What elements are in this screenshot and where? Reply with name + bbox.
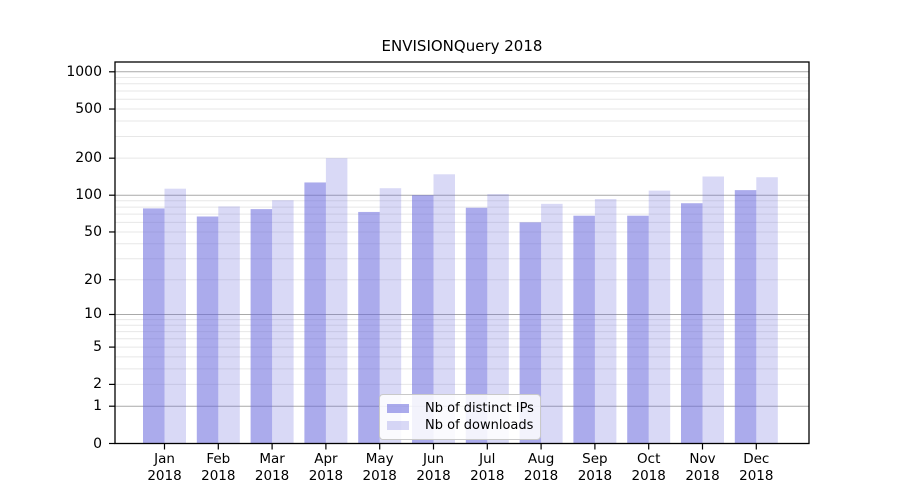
x-tick-label-line: 2018 [523, 468, 559, 484]
bar-nb-of-distinct-ips-dec-2018 [734, 190, 757, 444]
y-tick-label-500: 500 [75, 101, 102, 118]
bar-nb-of-downloads-nov-2018 [702, 176, 724, 444]
legend-label-distinct-ips: Nb of distinct IPs [425, 401, 534, 416]
x-tick-label-feb-2018: Feb 2018 [186, 451, 250, 485]
chart-title: ENVISIONQuery 2018 [381, 37, 543, 55]
x-tick-label-sep-2018: Sep 2018 [563, 451, 627, 485]
bar-nb-of-distinct-ips-aug-2018 [519, 222, 542, 444]
x-tick-label-line: Jun [422, 451, 445, 467]
x-tick-label-line: Sep [582, 451, 608, 467]
bar-nb-of-downloads-aug-2018 [541, 203, 563, 444]
x-tick-label-line: Dec [743, 451, 770, 467]
bar-nb-of-downloads-feb-2018 [218, 206, 240, 444]
x-tick-label-line: Aug [527, 451, 555, 467]
bar-nb-of-distinct-ips-mar-2018 [250, 209, 273, 444]
bar-nb-of-distinct-ips-jan-2018 [143, 208, 165, 444]
y-tick-label-5: 5 [93, 339, 102, 356]
y-tick-label-20: 20 [84, 271, 102, 288]
x-tick-label-line: 2018 [739, 468, 774, 484]
bar-nb-of-downloads-mar-2018 [272, 200, 294, 444]
x-tick-label-line: 2018 [308, 468, 344, 484]
bar-nb-of-downloads-jun-2018 [433, 174, 455, 444]
y-tick-label-1000: 1000 [66, 63, 102, 80]
bar-nb-of-distinct-ips-apr-2018 [304, 182, 326, 444]
legend-label-downloads: Nb of downloads [425, 418, 534, 433]
x-tick-label-line: 2018 [201, 468, 236, 484]
bar-nb-of-distinct-ips-sep-2018 [573, 215, 595, 444]
y-tick-label-100: 100 [75, 187, 102, 204]
bar-nb-of-downloads-jul-2018 [487, 194, 509, 444]
x-tick-label-apr-2018: Apr 2018 [294, 451, 358, 485]
x-tick-label-oct-2018: Oct 2018 [617, 451, 681, 485]
x-tick-label-line: 2018 [416, 468, 451, 484]
x-tick-label-jul-2018: Jul 2018 [455, 451, 519, 485]
legend-item-downloads: Nb of downloads [387, 418, 534, 433]
x-tick-label-line: Jan [154, 451, 175, 467]
x-tick-label-line: Oct [637, 451, 661, 467]
y-tick-label-10: 10 [84, 306, 102, 323]
y-tick-label-2: 2 [93, 376, 102, 393]
bar-nb-of-downloads-sep-2018 [594, 199, 617, 444]
bar-nb-of-distinct-ips-jun-2018 [412, 195, 434, 444]
x-tick-label-may-2018: May 2018 [348, 451, 412, 485]
legend-item-distinct-ips: Nb of distinct IPs [387, 401, 534, 416]
plot-border [114, 61, 810, 445]
x-tick-label-line: 2018 [362, 468, 397, 484]
x-tick-label-line: May [365, 451, 394, 467]
x-tick-label-jun-2018: Jun 2018 [402, 451, 466, 485]
x-tick-label-line: Nov [689, 451, 716, 467]
x-tick-label-line: 2018 [631, 468, 666, 484]
bar-nb-of-downloads-oct-2018 [648, 190, 671, 444]
x-tick-label-line: Apr [314, 451, 338, 467]
bar-nb-of-distinct-ips-jul-2018 [465, 207, 488, 444]
x-tick-label-line: Mar [259, 451, 285, 467]
bar-nb-of-downloads-apr-2018 [325, 158, 348, 444]
x-tick-label-aug-2018: Aug 2018 [509, 451, 573, 485]
x-tick-label-line: 2018 [147, 468, 182, 484]
x-tick-label-line: 2018 [254, 468, 290, 484]
x-tick-label-line: Jul [479, 451, 496, 467]
legend: Nb of distinct IPs Nb of downloads [379, 394, 541, 440]
x-tick-label-line: 2018 [685, 468, 720, 484]
x-tick-label-line: 2018 [470, 468, 505, 484]
x-tick-label-line: 2018 [577, 468, 613, 484]
legend-swatch-distinct-ips [387, 404, 409, 413]
y-tick-label-1: 1 [93, 398, 102, 415]
bar-nb-of-downloads-jan-2018 [164, 188, 186, 444]
x-tick-label-mar-2018: Mar 2018 [240, 451, 304, 485]
x-tick-label-dec-2018: Dec 2018 [724, 451, 788, 485]
bar-nb-of-distinct-ips-feb-2018 [196, 216, 219, 444]
legend-swatch-downloads [387, 421, 409, 430]
bar-nb-of-distinct-ips-nov-2018 [681, 203, 703, 444]
x-tick-label-line: Feb [206, 451, 231, 467]
bar-nb-of-distinct-ips-oct-2018 [627, 215, 649, 444]
bar-nb-of-downloads-may-2018 [379, 188, 402, 444]
bar-nb-of-distinct-ips-may-2018 [358, 211, 380, 444]
y-tick-label-50: 50 [84, 223, 102, 240]
x-tick-label-nov-2018: Nov 2018 [671, 451, 735, 485]
bar-nb-of-downloads-dec-2018 [756, 177, 778, 444]
y-tick-label-0: 0 [93, 435, 102, 452]
y-tick-label-200: 200 [75, 150, 102, 167]
x-tick-label-jan-2018: Jan 2018 [133, 451, 197, 485]
